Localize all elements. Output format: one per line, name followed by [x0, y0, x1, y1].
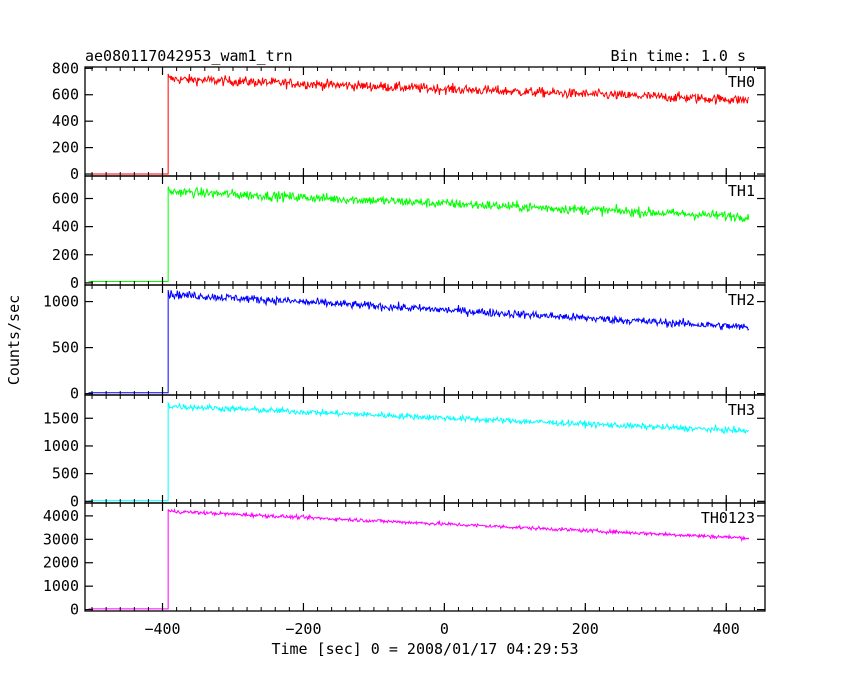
- y-tick-label: 400: [52, 112, 79, 130]
- x-tick-label: −200: [285, 620, 321, 638]
- panel-frame-th0: [84, 66, 766, 177]
- series-line-th3: [88, 401, 750, 502]
- y-tick-label: 600: [52, 190, 79, 208]
- y-axis-label: Counts/sec: [5, 295, 23, 385]
- y-tick-label: 200: [52, 246, 79, 264]
- y-tick-label: 0: [70, 165, 79, 183]
- series-line-th0: [88, 73, 750, 175]
- y-tick-label: 200: [52, 139, 79, 157]
- y-tick-label: 800: [52, 59, 79, 77]
- chart-title-left: ae080117042953_wam1_trn: [85, 47, 293, 65]
- y-tick-label: 1500: [43, 409, 79, 427]
- y-tick-label: 0: [70, 601, 79, 619]
- y-tick-label: 600: [52, 86, 79, 104]
- panel-frame-th2: [84, 284, 766, 396]
- y-tick-label: 1000: [43, 577, 79, 595]
- x-tick-label: 0: [440, 620, 449, 638]
- y-tick-label: 1000: [43, 437, 79, 455]
- y-tick-label: 0: [70, 385, 79, 403]
- panel-frame-th3: [84, 394, 766, 504]
- y-tick-label: 0: [70, 274, 79, 292]
- y-tick-label: 3000: [43, 530, 79, 548]
- y-tick-label: 1000: [43, 293, 79, 311]
- x-tick-label: −400: [144, 620, 180, 638]
- panel-frame-th0123: [84, 502, 766, 612]
- series-line-th2: [88, 289, 750, 394]
- y-tick-label: 4000: [43, 507, 79, 525]
- series-label-th2: TH2: [728, 291, 755, 309]
- series-label-th1: TH1: [728, 182, 755, 200]
- panels-group: 0 200 400 600 800 TH0 0 200 400 600 TH1 0 500 1000 TH2…: [43, 59, 766, 638]
- y-tick-label: 2000: [43, 554, 79, 572]
- y-tick-label: 400: [52, 218, 79, 236]
- y-tick-label: 500: [52, 339, 79, 357]
- y-tick-label: 500: [52, 465, 79, 483]
- series-label-th0: TH0: [728, 73, 755, 91]
- x-tick-label: 400: [713, 620, 740, 638]
- series-line-th1: [88, 186, 750, 282]
- series-label-th0123: TH0123: [701, 509, 755, 527]
- series-line-th0123: [88, 508, 750, 610]
- chart-title-right: Bin time: 1.0 s: [611, 47, 746, 65]
- x-tick-label: 200: [572, 620, 599, 638]
- series-label-th3: TH3: [728, 401, 755, 419]
- x-axis-label: Time [sec] 0 = 2008/01/17 04:29:53: [271, 640, 578, 658]
- y-tick-label: 0: [70, 492, 79, 510]
